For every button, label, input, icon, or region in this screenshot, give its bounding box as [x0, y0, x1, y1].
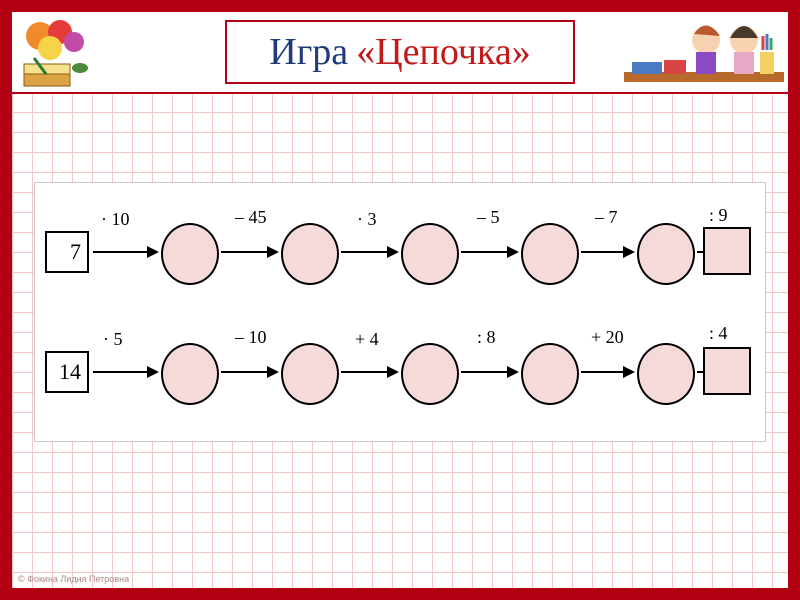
chain-1-bubble-3	[401, 223, 459, 285]
chain-2-bubble-4	[521, 343, 579, 405]
arrow-icon	[581, 371, 633, 373]
flowers-books-icon	[16, 14, 126, 92]
header-band: Игра «Цепочка»	[12, 12, 788, 94]
title-box: Игра «Цепочка»	[225, 20, 575, 84]
chain-2-bubble-2	[281, 343, 339, 405]
chain-1-bubble-1	[161, 223, 219, 285]
chain-1-bubble-2	[281, 223, 339, 285]
chain-1-op-3: · 3	[357, 209, 377, 230]
arrow-icon	[461, 371, 517, 373]
chain-1-start-value: 7	[70, 239, 81, 265]
arrow-icon	[221, 251, 277, 253]
chain-2-start-box: 14	[45, 351, 89, 393]
title-word-2: «Цепочка»	[356, 30, 531, 74]
worksheet: 7 · 10 – 45 · 3 – 5 – 7 : 9 14	[34, 182, 766, 442]
arrow-icon	[93, 371, 157, 373]
arrow-icon	[221, 371, 277, 373]
chain-1-end-box	[703, 227, 751, 275]
chain-1: 7 · 10 – 45 · 3 – 5 – 7 : 9	[45, 201, 755, 311]
chain-2-bubble-1	[161, 343, 219, 405]
chain-1-op-2: – 45	[235, 207, 267, 228]
chain-1-op-1: · 10	[101, 209, 130, 230]
chain-2: 14 · 5 – 10 + 4 : 8 + 20 : 4	[45, 321, 755, 431]
arrow-icon	[461, 251, 517, 253]
arrow-icon	[93, 251, 157, 253]
chain-2-bubble-5	[637, 343, 695, 405]
chain-2-op-2: – 10	[235, 327, 267, 348]
arrow-icon	[341, 371, 397, 373]
chain-1-start-box: 7	[45, 231, 89, 273]
chain-2-op-1: · 5	[103, 329, 123, 350]
arrow-icon	[581, 251, 633, 253]
chain-2-op-4: : 8	[477, 327, 496, 348]
title-word-1: Игра	[269, 30, 348, 74]
chain-2-bubble-3	[401, 343, 459, 405]
chain-2-start-value: 14	[59, 359, 81, 385]
credit-text: © Фокина Лидия Петровна	[18, 574, 129, 584]
chain-2-end-box	[703, 347, 751, 395]
chain-1-bubble-4	[521, 223, 579, 285]
arrow-icon	[341, 251, 397, 253]
chain-1-op-6: : 9	[709, 205, 728, 226]
chain-1-op-4: – 5	[477, 207, 500, 228]
chain-2-op-3: + 4	[355, 329, 379, 350]
chain-2-op-6: : 4	[709, 323, 728, 344]
chain-1-op-5: – 7	[595, 207, 618, 228]
chain-1-bubble-5	[637, 223, 695, 285]
chain-2-op-5: + 20	[591, 327, 624, 348]
kids-desk-icon	[624, 14, 784, 92]
frame: Игра «Цепочка» 7	[12, 12, 788, 588]
